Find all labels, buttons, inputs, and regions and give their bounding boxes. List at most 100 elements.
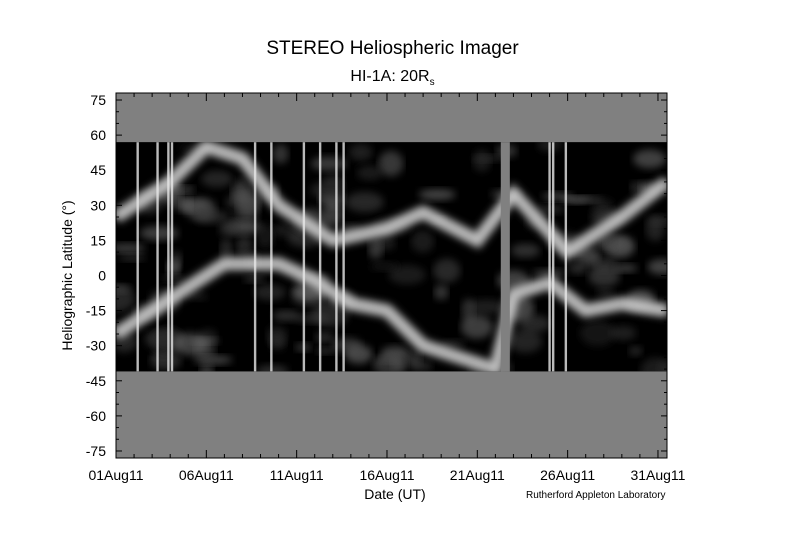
axes: 75 60 45 30 15 0 -15 -30 -45 -60 -75 01Aug11 06Aug11…	[59, 92, 686, 483]
bright-band-core-southern	[116, 261, 667, 372]
haze-patch	[345, 191, 384, 213]
bright-streak	[318, 142, 322, 372]
haze-patch	[116, 243, 146, 253]
y-tick-label: 30	[90, 197, 106, 213]
haze-patch	[433, 258, 461, 283]
haze-patch	[116, 286, 135, 312]
haze-patch	[193, 355, 233, 365]
bright-streak	[167, 142, 170, 372]
bright-streak	[335, 142, 338, 372]
haze-patch	[372, 354, 405, 372]
haze-patch	[405, 351, 422, 368]
x-tick-label: 01Aug11	[88, 467, 143, 483]
y-tick-label: 60	[90, 127, 106, 143]
x-tick-label: 26Aug11	[540, 467, 595, 483]
x-tick-label: 06Aug11	[179, 467, 234, 483]
chart-title: STEREO Heliospheric Imager	[266, 38, 519, 59]
y-axis-label: Heliographic Latitude (°)	[59, 200, 75, 350]
y-tick-label: -30	[86, 338, 106, 354]
bright-streak	[136, 142, 139, 372]
haze-patch	[519, 314, 551, 333]
bright-streak	[551, 142, 555, 372]
haze-patch	[388, 265, 426, 285]
bright-streak	[342, 142, 345, 372]
y-tick-label: -60	[86, 408, 106, 424]
bright-streak	[170, 142, 174, 372]
haze-patch	[576, 246, 600, 265]
haze-patch	[310, 156, 347, 171]
haze-patch	[201, 170, 233, 188]
haze-patch	[418, 189, 456, 200]
haze-patch	[628, 346, 643, 356]
haze-patch	[610, 325, 637, 341]
haze-patch	[314, 331, 334, 343]
haze-patch	[170, 199, 210, 212]
haze-patch	[272, 144, 289, 164]
haze-patch	[633, 149, 667, 169]
haze-patch	[256, 223, 275, 249]
intensity-features	[116, 142, 667, 372]
haze-patch	[217, 221, 239, 237]
haze-patch	[368, 238, 384, 259]
credit-label: Rutherford Appleton Laboratory	[526, 490, 666, 501]
bright-streak	[548, 142, 551, 372]
data-gap	[500, 142, 510, 372]
y-tick-label: 0	[98, 268, 106, 284]
chart-subtitle: HI-1A: 20Rs	[350, 68, 435, 89]
bright-streak	[302, 142, 306, 372]
haze-patch	[596, 288, 615, 296]
haze-patch	[172, 333, 208, 356]
haze-patch	[645, 216, 665, 242]
haze-patch	[331, 337, 362, 353]
x-tick-label: 31Aug11	[630, 467, 685, 483]
haze-patch	[188, 337, 220, 344]
haze-patch	[162, 275, 186, 282]
x-tick-label: 21Aug11	[450, 467, 505, 483]
haze-patch	[186, 291, 208, 300]
y-tick-label: -75	[86, 443, 106, 459]
haze-patch	[466, 299, 506, 315]
haze-patch	[460, 315, 493, 339]
haze-patch	[647, 259, 667, 275]
haze-patch	[568, 262, 588, 274]
plot-area	[116, 93, 667, 458]
haze-patch	[272, 310, 301, 321]
bright-band-core-northern	[116, 143, 667, 256]
haze-patch	[253, 284, 286, 301]
haze-patch	[195, 210, 230, 224]
haze-patch	[310, 181, 345, 199]
haze-patch	[118, 254, 146, 261]
bright-streak	[564, 142, 568, 372]
haze-patch	[356, 165, 383, 181]
x-axis-label: Date (UT)	[364, 486, 426, 502]
haze-patch	[236, 235, 253, 257]
x-tick-label: 16Aug11	[359, 467, 414, 483]
haze-patch	[348, 143, 373, 161]
haze-patch	[595, 237, 630, 251]
y-tick-label: 45	[90, 162, 106, 178]
haze-patch	[236, 194, 260, 218]
haze-patch	[588, 265, 620, 287]
haze-patch	[541, 192, 574, 201]
haze-patch	[613, 264, 638, 273]
y-tick-label: -15	[86, 303, 106, 319]
bright-streak	[270, 142, 273, 372]
bright-streak	[156, 142, 159, 372]
haze-patch	[472, 155, 506, 162]
haze-patch	[378, 150, 404, 177]
x-tick-label: 11Aug11	[270, 467, 324, 483]
haze-patch	[579, 320, 616, 347]
y-tick-label: 75	[90, 92, 106, 108]
bright-streak	[253, 142, 257, 372]
haze-patch	[640, 357, 667, 372]
haze-patch	[510, 243, 541, 258]
haze-patch	[266, 326, 287, 346]
haze-patch	[199, 364, 214, 372]
haze-patch	[316, 347, 335, 354]
haze-patch	[508, 329, 543, 353]
haze-patch	[411, 230, 435, 253]
haze-patch	[433, 284, 449, 300]
haze-patch	[537, 204, 566, 214]
y-tick-label: 15	[90, 232, 106, 248]
